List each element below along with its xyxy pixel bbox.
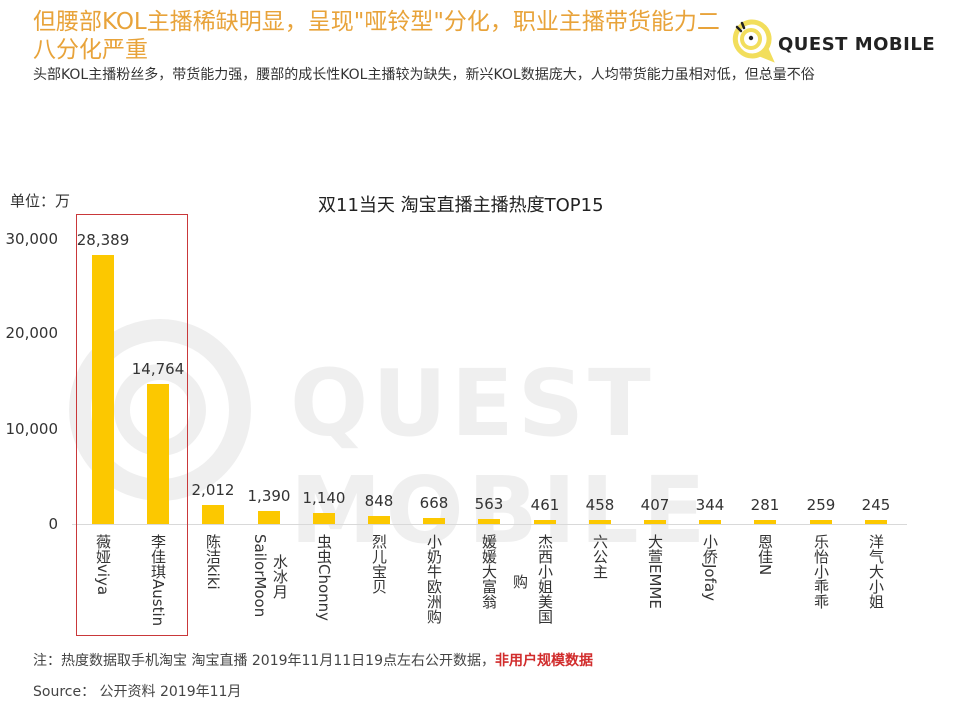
bar-value-label: 281: [750, 496, 780, 514]
bar: [534, 520, 556, 524]
source-line: Source： 公开资料 2019年11月: [33, 684, 242, 700]
x-axis-line: [72, 524, 907, 525]
x-category-label: 小侨Jofay: [701, 534, 719, 601]
bar-value-label: 1,140: [302, 489, 346, 507]
x-category-label: 虫虫Chonny: [315, 534, 333, 622]
page-subtitle: 头部KOL主播粉丝多，带货能力强，腰部的成长性KOL主播较为缺失，新兴KOL数据…: [33, 67, 815, 83]
bar: [92, 255, 114, 524]
bar-value-label: 458: [585, 496, 615, 514]
x-category-label: 恩佳N: [756, 534, 774, 576]
bar: [258, 511, 280, 524]
x-category-label: 薇娅viya: [94, 534, 112, 596]
x-category-label: 洋气大小姐: [867, 534, 885, 609]
x-category-label: 李佳琪Austin: [149, 534, 167, 627]
x-category-label: 陈洁kiki: [204, 534, 222, 590]
footnote-text: 注：热度数据取手机淘宝 淘宝直播 2019年11月11日19点左右公开数据，: [33, 653, 495, 669]
bar-value-label: 668: [419, 494, 449, 512]
bar: [147, 384, 169, 524]
bar-value-label: 563: [474, 495, 504, 513]
bar: [423, 518, 445, 524]
bar-value-label: 14,764: [131, 360, 185, 378]
y-tick: 30,000: [5, 230, 59, 248]
bar-value-label: 28,389: [76, 231, 130, 249]
x-category-label: 乐怡小乖乖: [812, 534, 830, 609]
bar: [644, 520, 666, 524]
bar: [368, 516, 390, 524]
x-category-label: 大萱EMME: [646, 534, 664, 609]
bar-value-label: 245: [861, 496, 891, 514]
x-category-label: 烈儿宝贝: [370, 534, 388, 594]
watermark-text: QUEST MOBILE: [290, 350, 710, 564]
x-category-label: SailorMoon: [251, 534, 269, 618]
bar: [313, 513, 335, 524]
x-category-label-cont: 购: [511, 574, 529, 589]
bar: [699, 520, 721, 524]
x-category-label: 六公主: [591, 534, 609, 579]
y-tick: 0: [48, 515, 58, 533]
bar: [810, 520, 832, 524]
x-category-label: 杰西小姐美国: [536, 534, 554, 624]
bar-value-label: 259: [806, 496, 836, 514]
bar-value-label: 1,390: [247, 487, 291, 505]
brand-logo: QUEST MOBILE: [726, 14, 956, 64]
bar: [478, 519, 500, 524]
watermark: QUEST MOBILE: [60, 310, 940, 564]
unit-label: 单位：万: [10, 192, 71, 210]
bar-value-label: 344: [695, 496, 725, 514]
logo-text: QUEST MOBILE: [778, 34, 936, 55]
bar-value-label: 461: [530, 496, 560, 514]
y-tick: 10,000: [5, 420, 59, 438]
chart-title: 双11当天 淘宝直播主播热度TOP15: [318, 195, 604, 216]
bar: [202, 505, 224, 524]
x-category-label-cont: 水冰月: [271, 554, 289, 599]
footnote: 注：热度数据取手机淘宝 淘宝直播 2019年11月11日19点左右公开数据，非用…: [33, 650, 593, 670]
x-category-label: 小奶牛欧洲购: [425, 534, 443, 624]
x-category-label: 媛媛大富翁: [480, 534, 498, 609]
bar: [865, 520, 887, 524]
bar-value-label: 848: [364, 492, 394, 510]
bar: [589, 520, 611, 524]
bar-value-label: 407: [640, 496, 670, 514]
footnote-emphasis: 非用户规模数据: [494, 653, 593, 669]
top2-highlight-box: [76, 214, 188, 636]
quest-mobile-logo-icon: [732, 19, 775, 63]
page-title: 但腰部KOL主播稀缺明显，呈现"哑铃型"分化，职业主播带货能力二八分化严重: [33, 9, 720, 63]
bar-value-label: 2,012: [191, 481, 235, 499]
bar: [754, 520, 776, 524]
y-tick: 20,000: [5, 324, 59, 342]
